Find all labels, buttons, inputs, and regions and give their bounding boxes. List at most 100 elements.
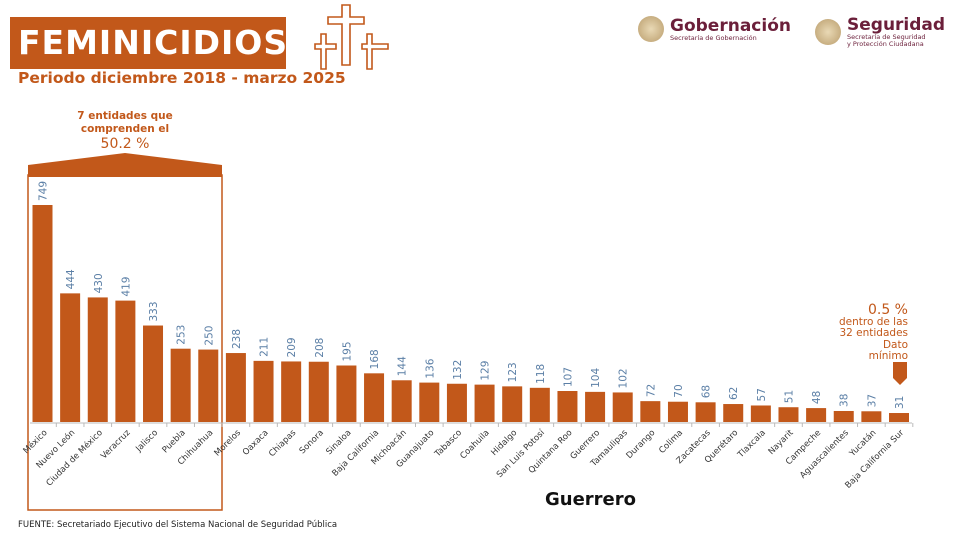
- page-title: FEMINICIDIOS: [10, 17, 287, 69]
- value-label: 129: [480, 361, 492, 381]
- bar: [225, 353, 246, 422]
- bar: [60, 293, 81, 422]
- bar: [723, 404, 744, 422]
- bar: [529, 387, 550, 422]
- bar: [695, 402, 716, 422]
- value-label: 250: [203, 326, 215, 346]
- bar: [87, 297, 108, 422]
- minimum-percent: 0.5 %: [867, 302, 908, 318]
- bar: [861, 411, 882, 422]
- value-label: 104: [590, 368, 602, 388]
- value-label: 68: [701, 385, 713, 398]
- page-subtitle: Periodo diciembre 2018 - marzo 2025: [18, 69, 346, 87]
- value-label: 107: [562, 367, 574, 387]
- value-label: 419: [120, 277, 132, 297]
- value-label: 253: [176, 325, 188, 345]
- bar: [446, 383, 467, 422]
- minimum-note-line: 32 entidades: [839, 327, 908, 339]
- category-label: Coahuila: [458, 428, 491, 461]
- bar: [557, 391, 578, 422]
- category-label: Oaxaca: [241, 428, 271, 458]
- category-label: Veracruz: [99, 428, 133, 462]
- category-label: Sonora: [298, 428, 326, 456]
- bar: [170, 348, 191, 422]
- value-label: 136: [424, 358, 436, 378]
- value-label: 102: [618, 368, 630, 388]
- bar: [364, 373, 385, 422]
- bar: [336, 365, 357, 422]
- minimum-note-line: Dato: [882, 338, 908, 351]
- category-label: Tlaxcala: [735, 428, 768, 461]
- category-label: Puebla: [160, 428, 187, 455]
- value-label: 38: [839, 394, 851, 407]
- bar: [833, 410, 854, 422]
- bar: [253, 360, 274, 422]
- bar: [419, 382, 440, 422]
- three-crosses-icon: [314, 4, 389, 70]
- bar: [308, 361, 329, 422]
- value-label: 144: [397, 356, 409, 376]
- minimum-note-line: mínimo: [868, 350, 908, 362]
- value-label: 209: [286, 337, 298, 357]
- value-label: 123: [507, 362, 519, 382]
- logo-name: Seguridad: [847, 15, 946, 35]
- value-label: 48: [811, 391, 823, 404]
- bar: [778, 407, 799, 422]
- seal-icon: [815, 19, 841, 45]
- value-label: 118: [535, 364, 547, 384]
- category-label: Chiapas: [267, 428, 298, 459]
- value-label: 70: [673, 384, 685, 397]
- bar: [281, 361, 302, 422]
- value-label: 51: [783, 390, 795, 403]
- bar: [391, 380, 412, 422]
- value-label: 168: [369, 349, 381, 369]
- bar: [502, 386, 523, 422]
- category-label: Aguascalientes: [798, 428, 851, 481]
- bar: [640, 401, 661, 422]
- value-label: 238: [231, 329, 243, 349]
- value-label: 208: [314, 338, 326, 358]
- category-label: Durango: [624, 428, 657, 461]
- value-label: 749: [38, 181, 50, 201]
- logo-sub: y Protección Ciudadana: [847, 40, 924, 48]
- category-label: Jalisco: [133, 428, 160, 455]
- bar: [474, 384, 495, 422]
- value-label: 132: [452, 360, 464, 380]
- category-label: Morelos: [213, 428, 244, 459]
- value-label: 57: [756, 388, 768, 401]
- guerrero-highlight: Guerrero: [545, 489, 637, 510]
- logo-sub: Secretaría de Gobernación: [670, 33, 757, 42]
- bracket-note: 7 entidades que comprenden el: [77, 110, 173, 135]
- value-label: 72: [645, 384, 657, 397]
- value-label: 31: [894, 396, 906, 409]
- gobernacion-logo: Gobernación Secretaría de Gobernación: [638, 16, 791, 42]
- bar: [32, 205, 53, 422]
- bar: [750, 405, 771, 422]
- logo-sub: Secretaría de Seguridad: [847, 33, 926, 41]
- bar: [612, 392, 633, 422]
- bar: [143, 325, 164, 422]
- value-label: 430: [93, 273, 105, 293]
- top-states-bracket: [27, 153, 223, 511]
- category-label: San Luis Potosí: [495, 428, 547, 480]
- source-note: FUENTE: Secretariado Ejecutivo del Siste…: [18, 520, 338, 530]
- logo-name: Gobernación: [670, 15, 791, 36]
- minimum-note: 0.5 % dentro de las 32 entidades Dato mí…: [800, 302, 908, 363]
- value-label: 62: [728, 387, 740, 400]
- bar: [806, 408, 827, 422]
- value-label: 37: [866, 394, 878, 407]
- bar: [585, 391, 606, 422]
- seguridad-logo: Seguridad Secretaría de Seguridad y Prot…: [815, 16, 945, 48]
- bracket-percent: 50.2 %: [100, 136, 150, 152]
- bar: [667, 401, 688, 422]
- bar: [198, 349, 219, 422]
- minimum-marker-arrow: [893, 362, 907, 385]
- value-label: 195: [341, 341, 353, 361]
- value-label: 211: [259, 337, 271, 357]
- value-label: 333: [148, 301, 160, 321]
- bar: [115, 300, 136, 422]
- minimum-note-line: dentro de las: [838, 315, 908, 328]
- bar: [889, 413, 909, 422]
- value-label: 444: [65, 269, 77, 289]
